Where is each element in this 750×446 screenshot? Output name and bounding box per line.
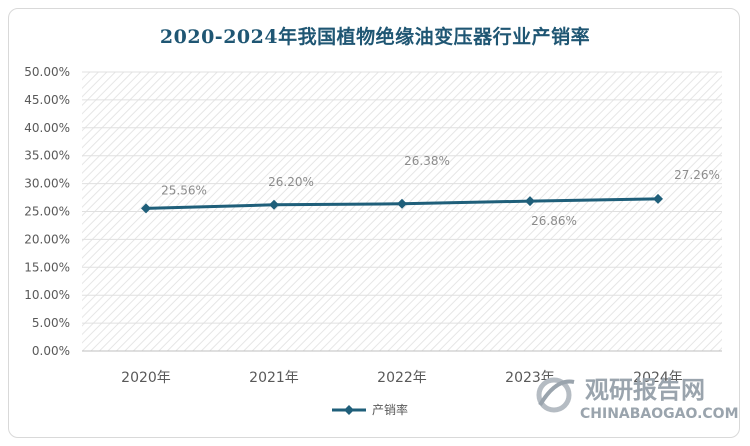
y-axis: 0.00% 5.00% 10.00% 15.00% 20.00% 25.00% 30.00%… xyxy=(24,65,70,358)
watermark-logo-swoosh xyxy=(538,379,575,407)
y-tick-label: 30.00% xyxy=(24,177,70,191)
watermark: 观研报告网 CHINABAOGAO.COM xyxy=(536,376,739,422)
data-label: 26.38% xyxy=(404,154,450,168)
y-tick-label: 20.00% xyxy=(24,232,70,246)
chart-title: 2020-2024年我国植物绝缘油变压器行业产销率 xyxy=(159,26,591,48)
x-tick-label: 2022年 xyxy=(377,370,427,386)
watermark-text-cn: 观研报告网 xyxy=(585,376,705,404)
y-tick-label: 10.00% xyxy=(24,288,70,302)
watermark-logo-icon xyxy=(536,377,572,413)
y-tick-label: 35.00% xyxy=(24,149,70,163)
data-label: 26.20% xyxy=(268,175,314,189)
data-point-marker xyxy=(141,203,151,214)
gridlines xyxy=(82,71,722,352)
y-tick-label: 25.00% xyxy=(24,205,70,219)
series-layer xyxy=(141,193,663,214)
data-label: 26.86% xyxy=(531,214,577,228)
x-tick-label: 2020年 xyxy=(121,370,171,386)
y-tick-label: 5.00% xyxy=(32,316,70,330)
y-tick-label: 15.00% xyxy=(24,260,70,274)
data-point-marker xyxy=(397,198,407,209)
legend-marker xyxy=(344,405,354,415)
x-tick-label: 2024年 xyxy=(633,370,683,386)
data-label: 27.26% xyxy=(674,168,720,182)
x-tick-label: 2021年 xyxy=(249,370,299,386)
data-point-marker xyxy=(653,193,663,204)
y-tick-label: 50.00% xyxy=(24,65,70,79)
y-tick-label: 0.00% xyxy=(32,344,70,358)
data-point-marker xyxy=(525,196,535,207)
legend-label: 产销率 xyxy=(372,402,408,417)
y-tick-label: 40.00% xyxy=(24,121,70,135)
watermark-text-en: CHINABAOGAO.COM xyxy=(580,406,739,422)
legend: 产销率 xyxy=(332,402,408,417)
data-point-marker xyxy=(269,199,279,210)
data-label: 25.56% xyxy=(161,183,207,197)
y-tick-label: 45.00% xyxy=(24,93,70,107)
data-labels: 25.56% 26.20% 26.38% 26.86% 27.26% xyxy=(161,154,720,228)
